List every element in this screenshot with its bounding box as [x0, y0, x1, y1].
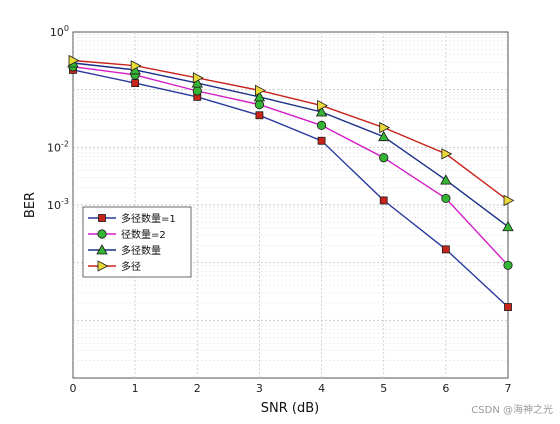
legend-marker-2 — [97, 229, 107, 239]
legend-marker-3 — [96, 244, 108, 255]
x-tick-label: 7 — [505, 382, 512, 395]
series-1-point — [441, 245, 450, 254]
y-tick-label: 10-3 — [47, 197, 69, 212]
tick-labels: 0 1 2 3 4 5 6 7 100 10-2 10-3 — [47, 24, 511, 395]
series-3-point — [315, 106, 328, 117]
series-4-point — [192, 72, 204, 84]
series-4-point — [441, 148, 453, 160]
series-layer — [67, 54, 515, 311]
series-line-1 — [72, 69, 509, 308]
y-tick-label: 100 — [50, 24, 69, 39]
series-3-point — [440, 174, 452, 185]
x-axis-title: SNR (dB) — [261, 401, 319, 416]
legend-label-4: 多径 — [121, 260, 141, 273]
x-tick-label: 5 — [380, 382, 387, 395]
series-1-point — [131, 79, 140, 87]
series-1-point — [504, 303, 512, 311]
series-3-point — [502, 220, 514, 232]
series-3-point — [378, 130, 390, 142]
series-2-point — [441, 193, 451, 204]
series-3-point — [191, 77, 203, 88]
series-1-point — [379, 196, 388, 205]
series-3-point — [253, 91, 266, 102]
y-axis-title: BER — [23, 192, 38, 218]
legend-label-3: 多径数量 — [121, 244, 161, 257]
series-line-4 — [72, 59, 509, 201]
x-tick-label: 2 — [194, 382, 201, 395]
legend-label-2: 径数量=2 — [121, 228, 166, 241]
series-2-point — [316, 120, 327, 131]
y-tick-label: 10-2 — [47, 139, 69, 154]
legend-marker-1 — [98, 214, 106, 222]
series-1-point — [317, 136, 326, 145]
x-tick-label: 6 — [442, 382, 449, 395]
series-2-point — [254, 100, 265, 110]
series-2-point — [192, 86, 202, 96]
series-4-point — [503, 194, 515, 207]
series-4-point — [130, 60, 142, 72]
series-2-point — [503, 260, 513, 270]
series-line-3 — [72, 62, 509, 228]
x-tick-label: 1 — [132, 382, 139, 395]
x-tick-label: 0 — [70, 382, 77, 395]
legend-label-1: 多径数量=1 — [121, 212, 176, 225]
x-tick-label: 3 — [256, 382, 263, 395]
watermark: CSDN @海神之光 — [471, 403, 553, 416]
x-tick-label: 4 — [318, 382, 325, 395]
legend-marker-4 — [97, 260, 109, 272]
series-4-point — [317, 99, 328, 112]
series-4-point — [68, 54, 80, 67]
series-2-point — [379, 153, 389, 163]
series-line-2 — [72, 66, 509, 266]
series-4-point — [255, 84, 266, 97]
series-1-point — [255, 111, 264, 120]
series-4-point — [379, 121, 391, 134]
